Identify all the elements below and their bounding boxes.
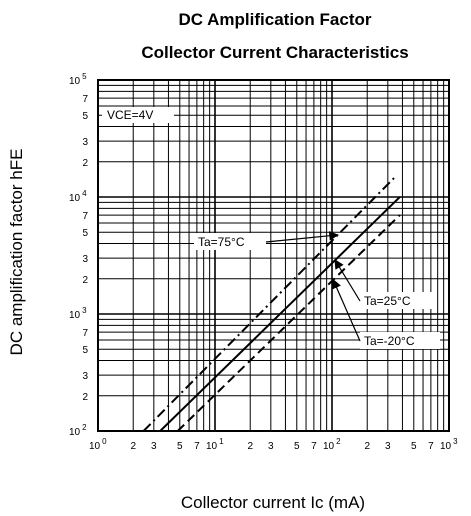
y-axis-label: DC amplification factor hFE [7, 149, 26, 356]
x-tick-label: 7 [311, 441, 317, 452]
x-tick-label: 3 [151, 441, 157, 452]
annotation-box [194, 233, 266, 250]
y-tick-label: 3 [82, 137, 88, 148]
x-tick-label: 5 [294, 441, 300, 452]
y-tick-label: 2 [82, 392, 88, 403]
y-tick-label: 5 [82, 345, 88, 356]
x-tick-label: 7 [194, 441, 200, 452]
annotation-label: Ta=75°C [198, 235, 245, 249]
x-tick-label: 5 [411, 441, 417, 452]
y-tick-label: 10 4 [69, 189, 87, 204]
y-tick-label: 5 [82, 228, 88, 239]
series-line [159, 196, 401, 432]
annotation-box [360, 332, 440, 349]
x-tick-label: 10 2 [323, 437, 341, 452]
chart-title: DC Amplification Factor [179, 10, 372, 29]
x-tick-label: 3 [385, 441, 391, 452]
y-tick-label: 3 [82, 371, 88, 382]
plot-frame [97, 79, 450, 432]
series-lines [142, 175, 401, 432]
annotation-arrow [265, 231, 339, 243]
y-tick-label: 7 [82, 94, 88, 105]
x-tick-label: 10 0 [89, 437, 107, 452]
annotation-label: Ta=-20°C [364, 334, 415, 348]
y-tick-label: 10 2 [69, 423, 87, 438]
annotation-arrow [332, 278, 361, 342]
series-line [177, 214, 401, 432]
x-tick-label: 2 [247, 441, 253, 452]
x-tick-label: 10 1 [206, 437, 224, 452]
y-tick-label: 2 [82, 158, 88, 169]
x-tick-label: 2 [364, 441, 370, 452]
x-tick-label: 7 [428, 441, 434, 452]
y-tick-label: 3 [82, 254, 88, 265]
annotation-arrow [334, 259, 361, 302]
series-line [142, 175, 397, 432]
annotation-label: Ta=25°C [364, 294, 411, 308]
x-tick-label: 10 3 [440, 437, 458, 452]
x-tick-label: 3 [268, 441, 274, 452]
y-tick-label: 7 [82, 328, 88, 339]
grid [97, 80, 449, 432]
y-tick-label: 10 3 [69, 306, 87, 321]
x-tick-label: 2 [130, 441, 136, 452]
y-tick-label: 5 [82, 111, 88, 122]
condition-label-box: VCE=4V [102, 107, 174, 123]
y-tick-label: 2 [82, 275, 88, 286]
x-tick-label: 5 [177, 441, 183, 452]
annotations: Ta=75°C Ta=25°C Ta=-20°C [194, 231, 440, 349]
chart-subtitle: Collector Current Characteristics [141, 43, 408, 62]
y-tick-label: 7 [82, 211, 88, 222]
annotation-box [360, 292, 432, 309]
y-tick-label: 10 5 [69, 72, 87, 87]
x-axis-label: Collector current Ic (mA) [181, 493, 365, 512]
condition-label: VCE=4V [107, 108, 153, 122]
